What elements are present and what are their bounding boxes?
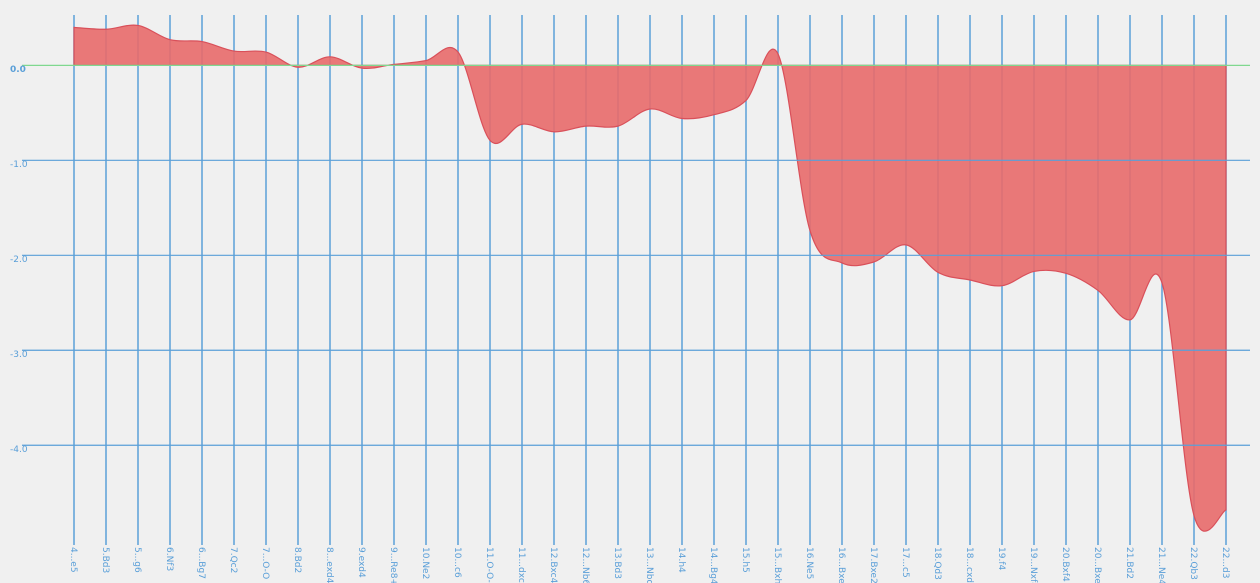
x-tick-label: 5.Bd3 <box>100 547 110 573</box>
x-tick-label: 20...Bxe5 <box>1092 547 1102 583</box>
x-tick-label: 14.h4 <box>676 547 686 573</box>
x-tick-label: 16...Bxe2 <box>836 547 846 583</box>
x-tick-label: 15...Bxh5 <box>772 547 782 583</box>
x-tick-label: 4...e5 <box>68 547 78 573</box>
y-tick-label: -4.0 <box>10 445 28 455</box>
x-tick-label: 18...cxd4 <box>964 547 974 583</box>
x-tick-label: 10.Ne2 <box>420 547 430 579</box>
x-tick-label: 13.Bd3 <box>612 547 622 579</box>
x-tick-label: 17...c5 <box>900 547 910 578</box>
x-tick-label: 22.Qb3 <box>1188 547 1198 580</box>
x-tick-label: 22...d3 <box>1220 547 1230 578</box>
x-tick-label: 16.Ne5 <box>804 547 814 579</box>
x-tick-label: 21.Bd2 <box>1124 547 1134 579</box>
x-tick-label: 15.h5 <box>740 547 750 573</box>
x-tick-label: 7...O-O <box>260 547 270 579</box>
y-tick-label: -3.0 <box>10 350 28 360</box>
x-tick-label: 6.Nf3 <box>164 547 174 571</box>
x-tick-label: 12.Bxc4 <box>548 547 558 583</box>
x-tick-label: 11.O-O-O <box>484 547 494 583</box>
x-tick-label: 19.f4 <box>996 547 1006 570</box>
x-tick-label: 8...exd4 <box>324 547 334 583</box>
x-tick-label: 14...Bg4 <box>708 547 718 583</box>
x-tick-label: 8.Bd2 <box>292 547 302 573</box>
x-tick-label: 6...Bg7 <box>196 547 206 579</box>
y-tick-label: 0.0 <box>10 65 26 75</box>
x-tick-label: 10...c6 <box>452 547 462 578</box>
x-tick-label: 21...Ne4 <box>1156 547 1166 583</box>
area <box>73 24 1227 532</box>
x-tick-label: 5...g6 <box>132 547 142 573</box>
x-tick-label: 19...Nxf4 <box>1028 547 1038 583</box>
x-tick-label: 13...Nbd5 <box>644 547 654 583</box>
y-tick-label: -1.0 <box>10 160 28 170</box>
x-tick-label: 9...Re8+ <box>388 547 398 583</box>
x-tick-label: 17.Bxe2 <box>868 547 878 583</box>
x-tick-label: 11...dxc4 <box>516 547 526 583</box>
x-tick-label: 9.exd4 <box>356 547 366 578</box>
x-tick-label: 7.Qc2 <box>228 547 238 573</box>
x-tick-label: 18.Qd3 <box>932 547 942 580</box>
y-tick-label: -2.0 <box>10 255 28 265</box>
x-tick-label: 12...Nb6 <box>580 547 590 583</box>
x-tick-label: 20.Bxf4 <box>1060 547 1070 582</box>
